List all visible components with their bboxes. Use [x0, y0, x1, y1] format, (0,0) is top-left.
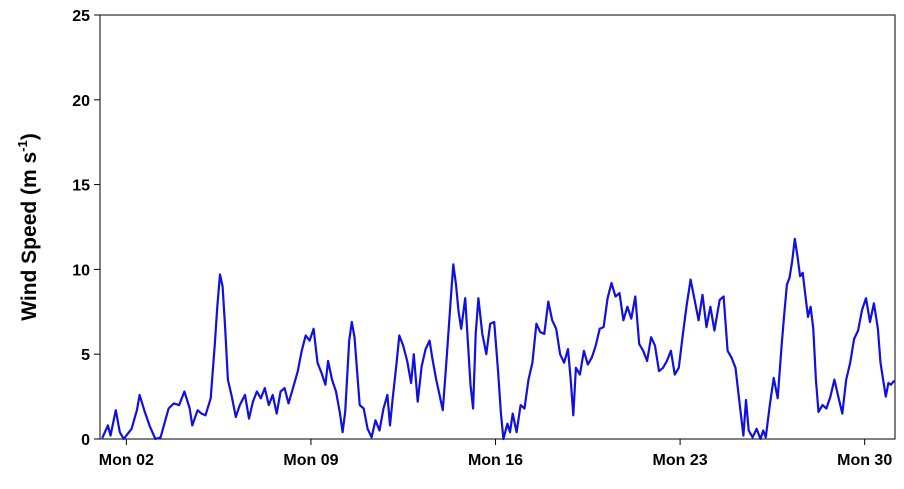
x-tick-label: Mon 30	[837, 452, 892, 469]
x-tick-label: Mon 23	[653, 452, 708, 469]
x-axis: Mon 02 Mon 09 Mon 16 Mon 23 Mon 30	[99, 439, 892, 469]
plot-frame	[99, 14, 896, 440]
y-axis-title: Wind Speed (m s-1)	[15, 133, 41, 321]
y-axis-title-superscript: -1	[15, 140, 30, 152]
y-axis: 0 5 10 15 20 25	[72, 8, 100, 449]
y-tick-label: 15	[72, 178, 90, 195]
y-tick-label: 25	[72, 8, 90, 25]
y-tick-label: 20	[72, 93, 90, 110]
x-tick-label: Mon 09	[283, 452, 338, 469]
wind-speed-series-line	[101, 237, 895, 441]
x-tick-label: Mon 16	[468, 452, 523, 469]
x-tick-label: Mon 02	[99, 452, 154, 469]
y-tick-label: 10	[72, 262, 90, 279]
y-tick-label: 5	[81, 347, 90, 364]
y-tick-label: 0	[81, 432, 90, 449]
